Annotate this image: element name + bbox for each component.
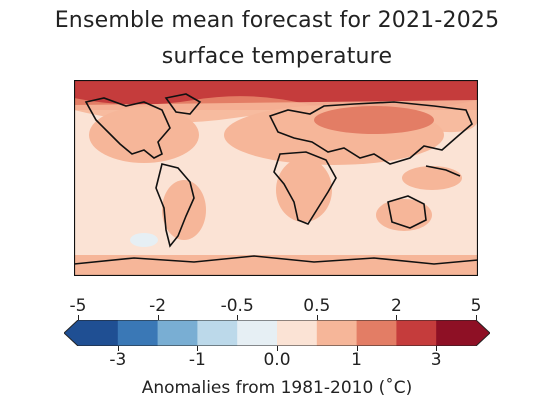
colorbar-top-tick-label: 0.5 [303,296,331,316]
colorbar-top-tick-label: -5 [69,296,87,316]
colorbar-segment [78,320,119,346]
colorbar-bottom-tick-label: -1 [188,350,206,370]
colorbar-bottom-tick-label: 3 [430,350,442,370]
colorbar-bottom-tick-label: -3 [109,350,127,370]
colorbar-extend-high [476,320,490,346]
siberia-hot [314,106,434,134]
southern-ocean-cool [130,233,158,247]
colorbar-segment [117,320,159,346]
colorbar-svg [63,319,491,347]
colorbar-segment [237,320,278,346]
maritime-warm [402,166,462,190]
map-frame [74,80,478,276]
colorbar-segment [356,320,397,346]
coastlines [74,93,478,265]
coast-africa [273,151,337,225]
colorbar-segment [436,320,477,346]
colorbar-top-tick-label: -2 [149,296,167,316]
colorbar-extend-low [64,320,78,346]
coast-australia [387,195,427,229]
colorbar-segment [277,320,318,346]
colorbar-top-tick-mark [237,315,239,320]
colorbar-segment [316,320,358,346]
colorbar-bottom-tick-mark [197,346,199,351]
colorbar-top-tick-mark [396,315,398,320]
colorbar-top-tick-mark [316,315,318,320]
africa-warm [276,158,332,222]
colorbar-top-tick-mark [157,315,159,320]
colorbar-top-tick-label: 5 [470,296,482,316]
colorbar-bottom-tick-mark [117,346,119,351]
colorbar-top-tick-mark [78,315,79,320]
map-svg [74,80,478,276]
coast-south-america [155,163,195,248]
south-america-warm [162,180,206,240]
colorbar-bottom-tick-label: 1 [351,350,363,370]
australia-warm [376,199,432,231]
coast-indonesia [425,165,461,177]
forecast-map [74,80,478,276]
colorbar-bottom-tick-mark [277,346,278,351]
colorbar-segment [157,320,198,346]
colorbar-bottom-tick-label: 0.0 [263,350,291,370]
north-america-warm [89,107,199,163]
coast-antarctica [74,255,478,265]
coast-greenland [164,93,202,115]
colorbar [63,319,491,347]
chart-title-line2: surface temperature [161,44,393,69]
colorbar-bottom-tick-mark [356,346,358,351]
coast-eurasia [268,101,473,165]
coast-north-america [84,97,171,159]
colorbar-segment [197,320,238,346]
colorbar-bottom-tick-mark [436,346,438,351]
colorbar-top-tick-label: 2 [390,296,402,316]
colorbar-top-tick-label: -0.5 [220,296,254,316]
colorbar-segment [396,320,437,346]
colorbar-label: Anomalies from 1981-2010 (˚C) [141,378,413,398]
chart-title-line1: Ensemble mean forecast for 2021-2025 [54,8,500,33]
colorbar-top-tick-mark [476,315,477,320]
